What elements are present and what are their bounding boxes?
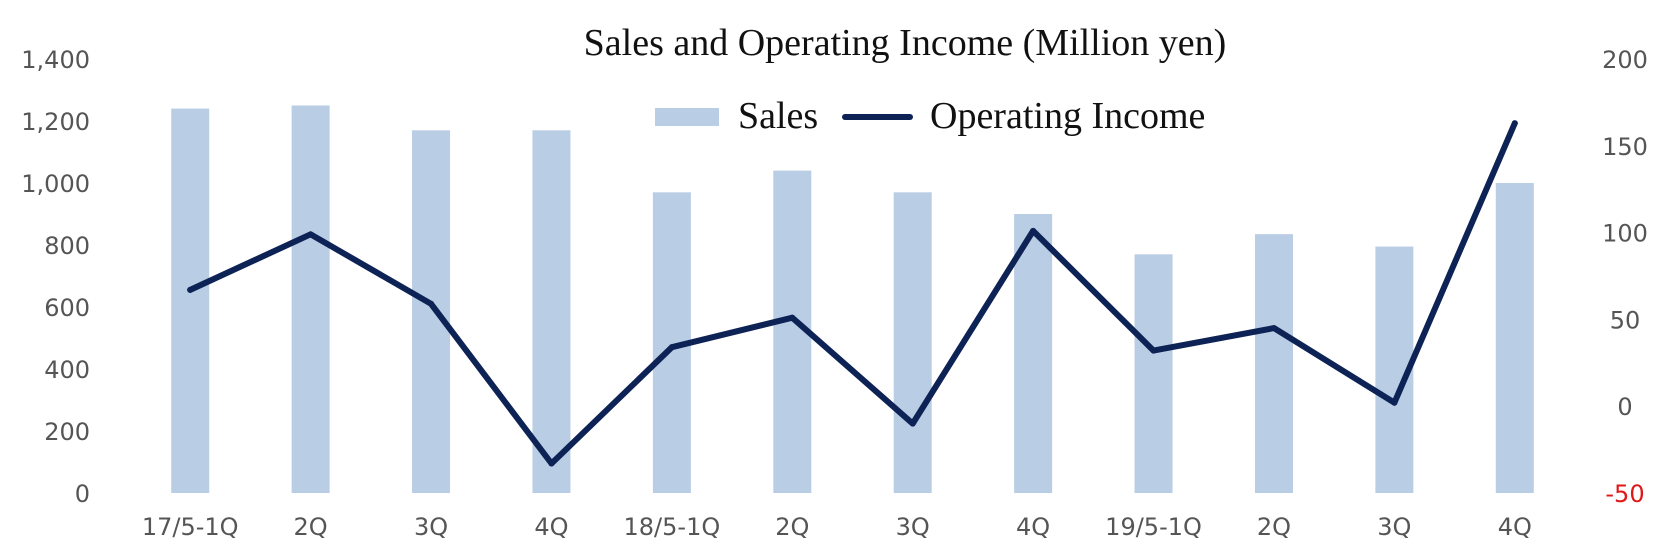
operating-income-polyline <box>187 120 1518 467</box>
left-axis-tick-label: 200 <box>44 418 90 446</box>
right-axis: -50 0 50 100 150 200 <box>1602 46 1648 508</box>
legend-sales-swatch <box>655 108 719 126</box>
x-axis-tick-label: 18/5-1Q <box>624 513 721 541</box>
chart-title: Sales and Operating Income (Million yen) <box>584 22 1227 64</box>
operating-income-point <box>1391 399 1398 406</box>
operating-income-point <box>1270 325 1277 332</box>
operating-income-point <box>307 231 314 238</box>
legend-sales-label: Sales <box>738 95 818 137</box>
operating-income-point <box>909 420 916 427</box>
x-axis-tick-label: 4Q <box>1498 513 1532 541</box>
sales-bar <box>412 130 451 494</box>
left-axis-tick-label: 600 <box>44 294 90 322</box>
x-axis-tick-label: 2Q <box>1257 513 1291 541</box>
right-axis-tick-label: 100 <box>1602 220 1648 248</box>
x-axis-tick-label: 3Q <box>1377 513 1411 541</box>
sales-bar <box>532 130 571 494</box>
sales-bar <box>893 192 932 494</box>
sales-bar <box>1495 183 1534 493</box>
left-axis-tick-label: 400 <box>44 356 90 384</box>
left-axis-tick-label: 1,200 <box>21 108 90 136</box>
operating-income-line <box>187 120 1518 467</box>
right-axis-tick-label: -50 <box>1605 480 1644 508</box>
x-axis-tick-label: 2Q <box>775 513 809 541</box>
operating-income-point <box>668 344 675 351</box>
x-axis-tick-label: 19/5-1Q <box>1105 513 1202 541</box>
left-axis: 0 200 400 600 800 1,000 1,200 1,400 <box>21 46 90 508</box>
operating-income-point <box>548 460 555 467</box>
sales-bars <box>171 105 1534 494</box>
sales-bar <box>1134 254 1173 493</box>
x-axis-tick-label: 17/5-1Q <box>142 513 239 541</box>
sales-bar <box>291 105 330 493</box>
x-axis: 17/5-1Q 2Q 3Q 4Q 18/5-1Q 2Q 3Q 4Q 19/5-1Q 2Q 3Q 4Q <box>142 513 1532 541</box>
legend: Sales Operating Income <box>655 95 1205 137</box>
x-axis-tick-label: 3Q <box>896 513 930 541</box>
left-axis-tick-label: 1,400 <box>21 46 90 74</box>
operating-income-point <box>1030 227 1037 234</box>
operating-income-point <box>789 314 796 321</box>
left-axis-tick-label: 800 <box>44 232 90 260</box>
sales-bar <box>1254 234 1293 493</box>
left-axis-tick-label: 0 <box>75 480 90 508</box>
operating-income-point <box>428 300 435 307</box>
operating-income-point <box>1511 120 1518 127</box>
operating-income-point <box>187 286 194 293</box>
sales-bar <box>1014 214 1053 493</box>
operating-income-point <box>1150 347 1157 354</box>
legend-operating-income-label: Operating Income <box>930 95 1205 137</box>
x-axis-tick-label: 2Q <box>294 513 328 541</box>
right-axis-tick-label: 50 <box>1610 306 1641 334</box>
sales-bar <box>171 108 210 493</box>
left-axis-tick-label: 1,000 <box>21 170 90 198</box>
x-axis-tick-label: 3Q <box>414 513 448 541</box>
right-axis-tick-label: 200 <box>1602 46 1648 74</box>
x-axis-tick-label: 4Q <box>534 513 568 541</box>
x-axis-tick-label: 4Q <box>1016 513 1050 541</box>
right-axis-tick-label: 150 <box>1602 133 1648 161</box>
right-axis-tick-label: 0 <box>1617 393 1632 421</box>
